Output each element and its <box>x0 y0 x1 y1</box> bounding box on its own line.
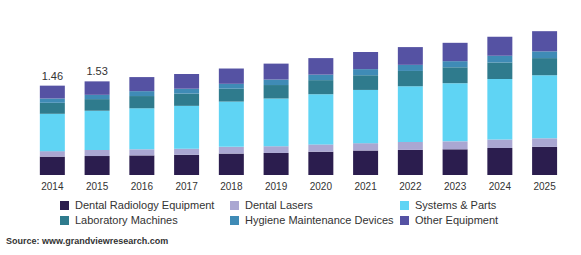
svg-text:2016: 2016 <box>131 181 154 192</box>
svg-text:2017: 2017 <box>176 181 199 192</box>
svg-text:2022: 2022 <box>399 181 422 192</box>
svg-text:2021: 2021 <box>355 181 378 192</box>
html-text:Dental Radiology Equipment: Dental Radiology Equipment <box>75 199 215 211</box>
svg-text:2014: 2014 <box>41 181 64 192</box>
svg-text:2024: 2024 <box>489 181 512 192</box>
html-text:Other Equipment: Other Equipment <box>415 214 499 226</box>
svg-text:2025: 2025 <box>534 181 557 192</box>
html-text:Systems & Parts: Systems & Parts <box>415 199 497 211</box>
html-text:Dental Lasers: Dental Lasers <box>245 199 313 211</box>
svg-text:2023: 2023 <box>444 181 467 192</box>
html-text:Hygiene Maintenance Devices: Hygiene Maintenance Devices <box>245 214 394 226</box>
svg-text:1.53: 1.53 <box>86 65 107 77</box>
html-text:Laboratory Machines: Laboratory Machines <box>75 214 178 226</box>
svg-text:2020: 2020 <box>310 181 333 192</box>
svg-text:2015: 2015 <box>86 181 109 192</box>
html-text:Source: www.grandviewresearch.: Source: www.grandviewresearch.com <box>6 236 169 246</box>
svg-text:2018: 2018 <box>220 181 243 192</box>
svg-text:1.46: 1.46 <box>42 70 63 82</box>
svg-text:2019: 2019 <box>265 181 288 192</box>
